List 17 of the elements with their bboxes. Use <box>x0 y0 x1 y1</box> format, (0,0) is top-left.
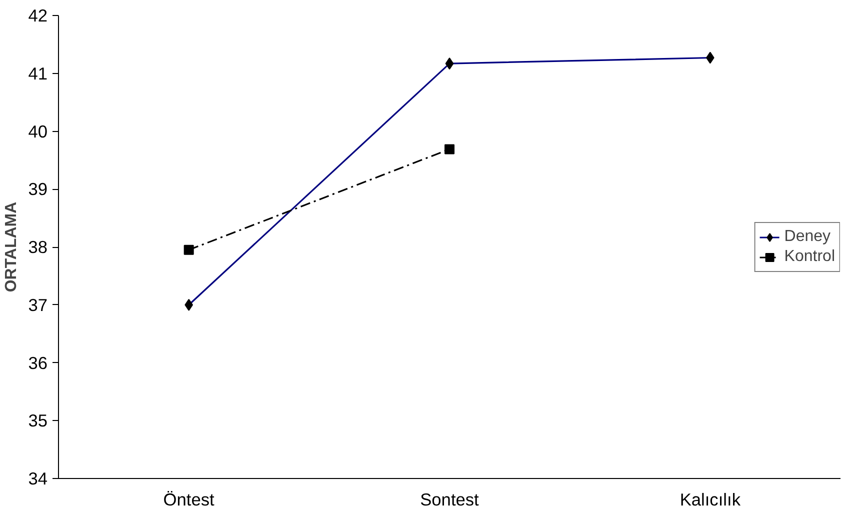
point <box>184 244 194 255</box>
x-tick-label: Kalıcılık <box>680 490 741 510</box>
y-axis-title: ORTALAMA <box>3 201 20 292</box>
y-tick-label: 35 <box>28 410 48 431</box>
y-tick-label: 38 <box>28 237 48 257</box>
y-tick-label: 36 <box>28 352 48 373</box>
y-tick-label: 37 <box>28 294 48 315</box>
y-tick-label: 34 <box>28 468 48 488</box>
legend-label: Kontrol <box>784 248 835 266</box>
y-tick-label: 41 <box>28 63 48 84</box>
legend-label: Deney <box>784 228 831 246</box>
y-tick-label: 42 <box>28 6 48 26</box>
x-tick-label: Öntest <box>163 490 215 510</box>
x-tick-label: Sontest <box>420 490 480 510</box>
y-tick-label: 40 <box>28 121 48 142</box>
point <box>444 144 454 154</box>
y-tick-label: 39 <box>28 179 48 200</box>
